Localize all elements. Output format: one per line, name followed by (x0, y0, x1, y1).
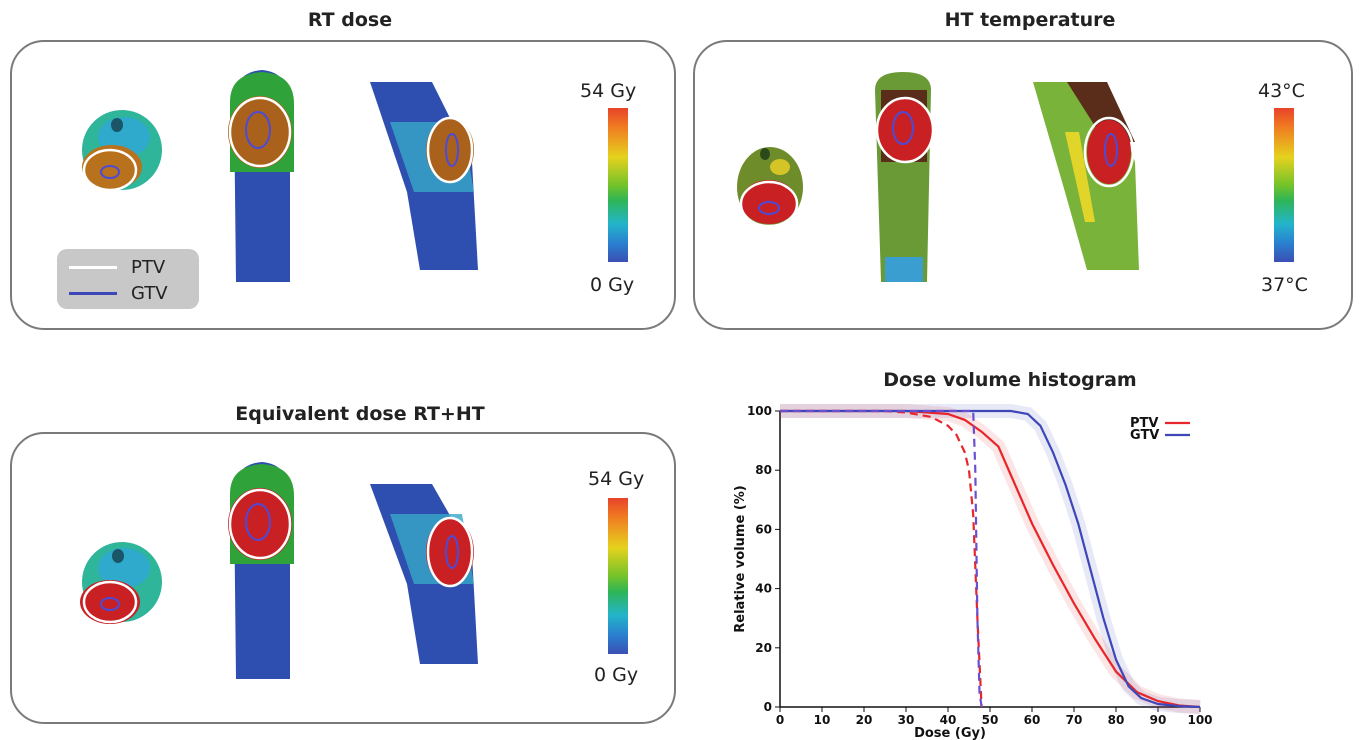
eq-axial-slice (80, 542, 162, 624)
variability-band (780, 404, 1201, 714)
ht-temperature-maps (737, 72, 1139, 282)
ht-scale-max-label: 43°C (1258, 80, 1305, 102)
dvh-title: Dose volume histogram (883, 369, 1137, 391)
ht-colorbar (1274, 108, 1294, 262)
rt-scale-max-label: 54 Gy (580, 80, 637, 102)
y-tick-label: 20 (755, 641, 772, 655)
ht-axial-slice (737, 147, 803, 228)
y-tick-label: 40 (755, 582, 772, 596)
x-tick-label: 60 (1024, 713, 1041, 727)
y-tick-label: 80 (755, 463, 772, 477)
x-tick-label: 100 (1187, 713, 1212, 727)
rt-scale-min-label: 0 Gy (590, 274, 635, 296)
x-tick-label: 0 (776, 713, 784, 727)
eq-sagittal-slice (370, 484, 478, 664)
x-tick-label: 40 (940, 713, 957, 727)
eq-coronal-slice (228, 462, 294, 679)
equivalent-dose-panel: 54 Gy 0 Gy (10, 432, 676, 724)
rt-dose-title: RT dose (307, 9, 393, 31)
y-tick-label: 0 (764, 700, 772, 714)
ptv-legend-swatch (69, 266, 117, 269)
rt-colorbar (608, 108, 628, 262)
rt-sagittal-slice (370, 82, 478, 270)
x-tick-label: 80 (1108, 713, 1125, 727)
series-line-ptv-solid (780, 409, 1201, 709)
x-axis-label: Dose (Gy) (914, 726, 986, 740)
gtv-legend-label: GTV (131, 283, 168, 304)
contour-legend: PTV GTV (57, 249, 199, 309)
eq-scale-max-label: 54 Gy (588, 468, 645, 490)
rt-coronal-slice (228, 70, 294, 282)
y-axis-label: Relative volume (%) (733, 485, 748, 632)
series-line-gtv-solid (780, 409, 1201, 709)
series-line-gtv-dashed (780, 409, 983, 708)
series-line-ptv-dashed (780, 409, 983, 708)
x-tick-label: 30 (898, 713, 915, 727)
ht-sagittal-slice (1033, 82, 1139, 270)
ht-temperature-panel: 43°C 37°C (693, 40, 1353, 330)
legend-label-gtv: GTV (1130, 428, 1159, 443)
rt-axial-slice (82, 110, 162, 192)
eq-colorbar (608, 498, 628, 654)
eq-scale-min-label: 0 Gy (594, 664, 639, 686)
gtv-legend-swatch (69, 292, 117, 295)
legend-label-ptv: PTV (1130, 416, 1158, 431)
dvh-chart: 0 10 20 30 40 50 60 70 80 90 100 0 20 40 60 80 100 Dose (… (733, 404, 1213, 740)
x-tick-label: 50 (982, 713, 999, 727)
variability-band (780, 404, 1201, 714)
ht-coronal-slice (875, 72, 935, 282)
x-tick-label: 70 (1066, 713, 1083, 727)
y-tick-label: 100 (747, 404, 772, 418)
x-tick-label: 10 (814, 713, 831, 727)
ptv-legend-label: PTV (131, 257, 166, 278)
ht-temperature-title: HT temperature (944, 9, 1116, 31)
rt-dose-panel: 54 Gy 0 Gy PTV GTV (10, 40, 676, 330)
equivalent-dose-title: Equivalent dose RT+HT (235, 403, 485, 425)
rt-dose-maps (82, 70, 478, 282)
equivalent-dose-maps (80, 462, 478, 679)
x-tick-label: 20 (856, 713, 873, 727)
ht-scale-min-label: 37°C (1261, 274, 1308, 296)
x-tick-label: 90 (1150, 713, 1167, 727)
y-tick-label: 60 (755, 522, 772, 536)
